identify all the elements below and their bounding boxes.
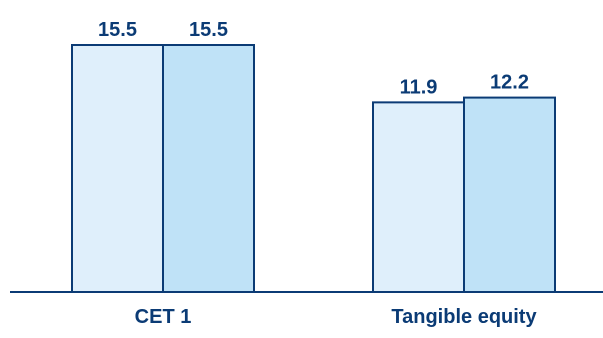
- category-label-2: Tangible equity: [391, 306, 537, 328]
- bar-1-series-2: [162, 44, 255, 293]
- data-label-2-series-2: 12.2: [490, 72, 529, 94]
- bar-2-series-1: [372, 101, 465, 294]
- data-label-1-series-2: 15.5: [189, 19, 228, 41]
- category-labels-layer: CET 1 Tangible equity: [135, 306, 538, 328]
- bars-layer: [71, 44, 556, 294]
- bar-1-series-1: [71, 44, 164, 293]
- data-label-2-series-1: 11.9: [400, 76, 438, 98]
- bar-2-series-2: [463, 96, 556, 293]
- category-label-1: CET 1: [135, 306, 192, 328]
- data-labels-layer: 15.5 15.5 11.9 12.2: [98, 19, 529, 98]
- data-label-1-series-1: 15.5: [98, 19, 137, 41]
